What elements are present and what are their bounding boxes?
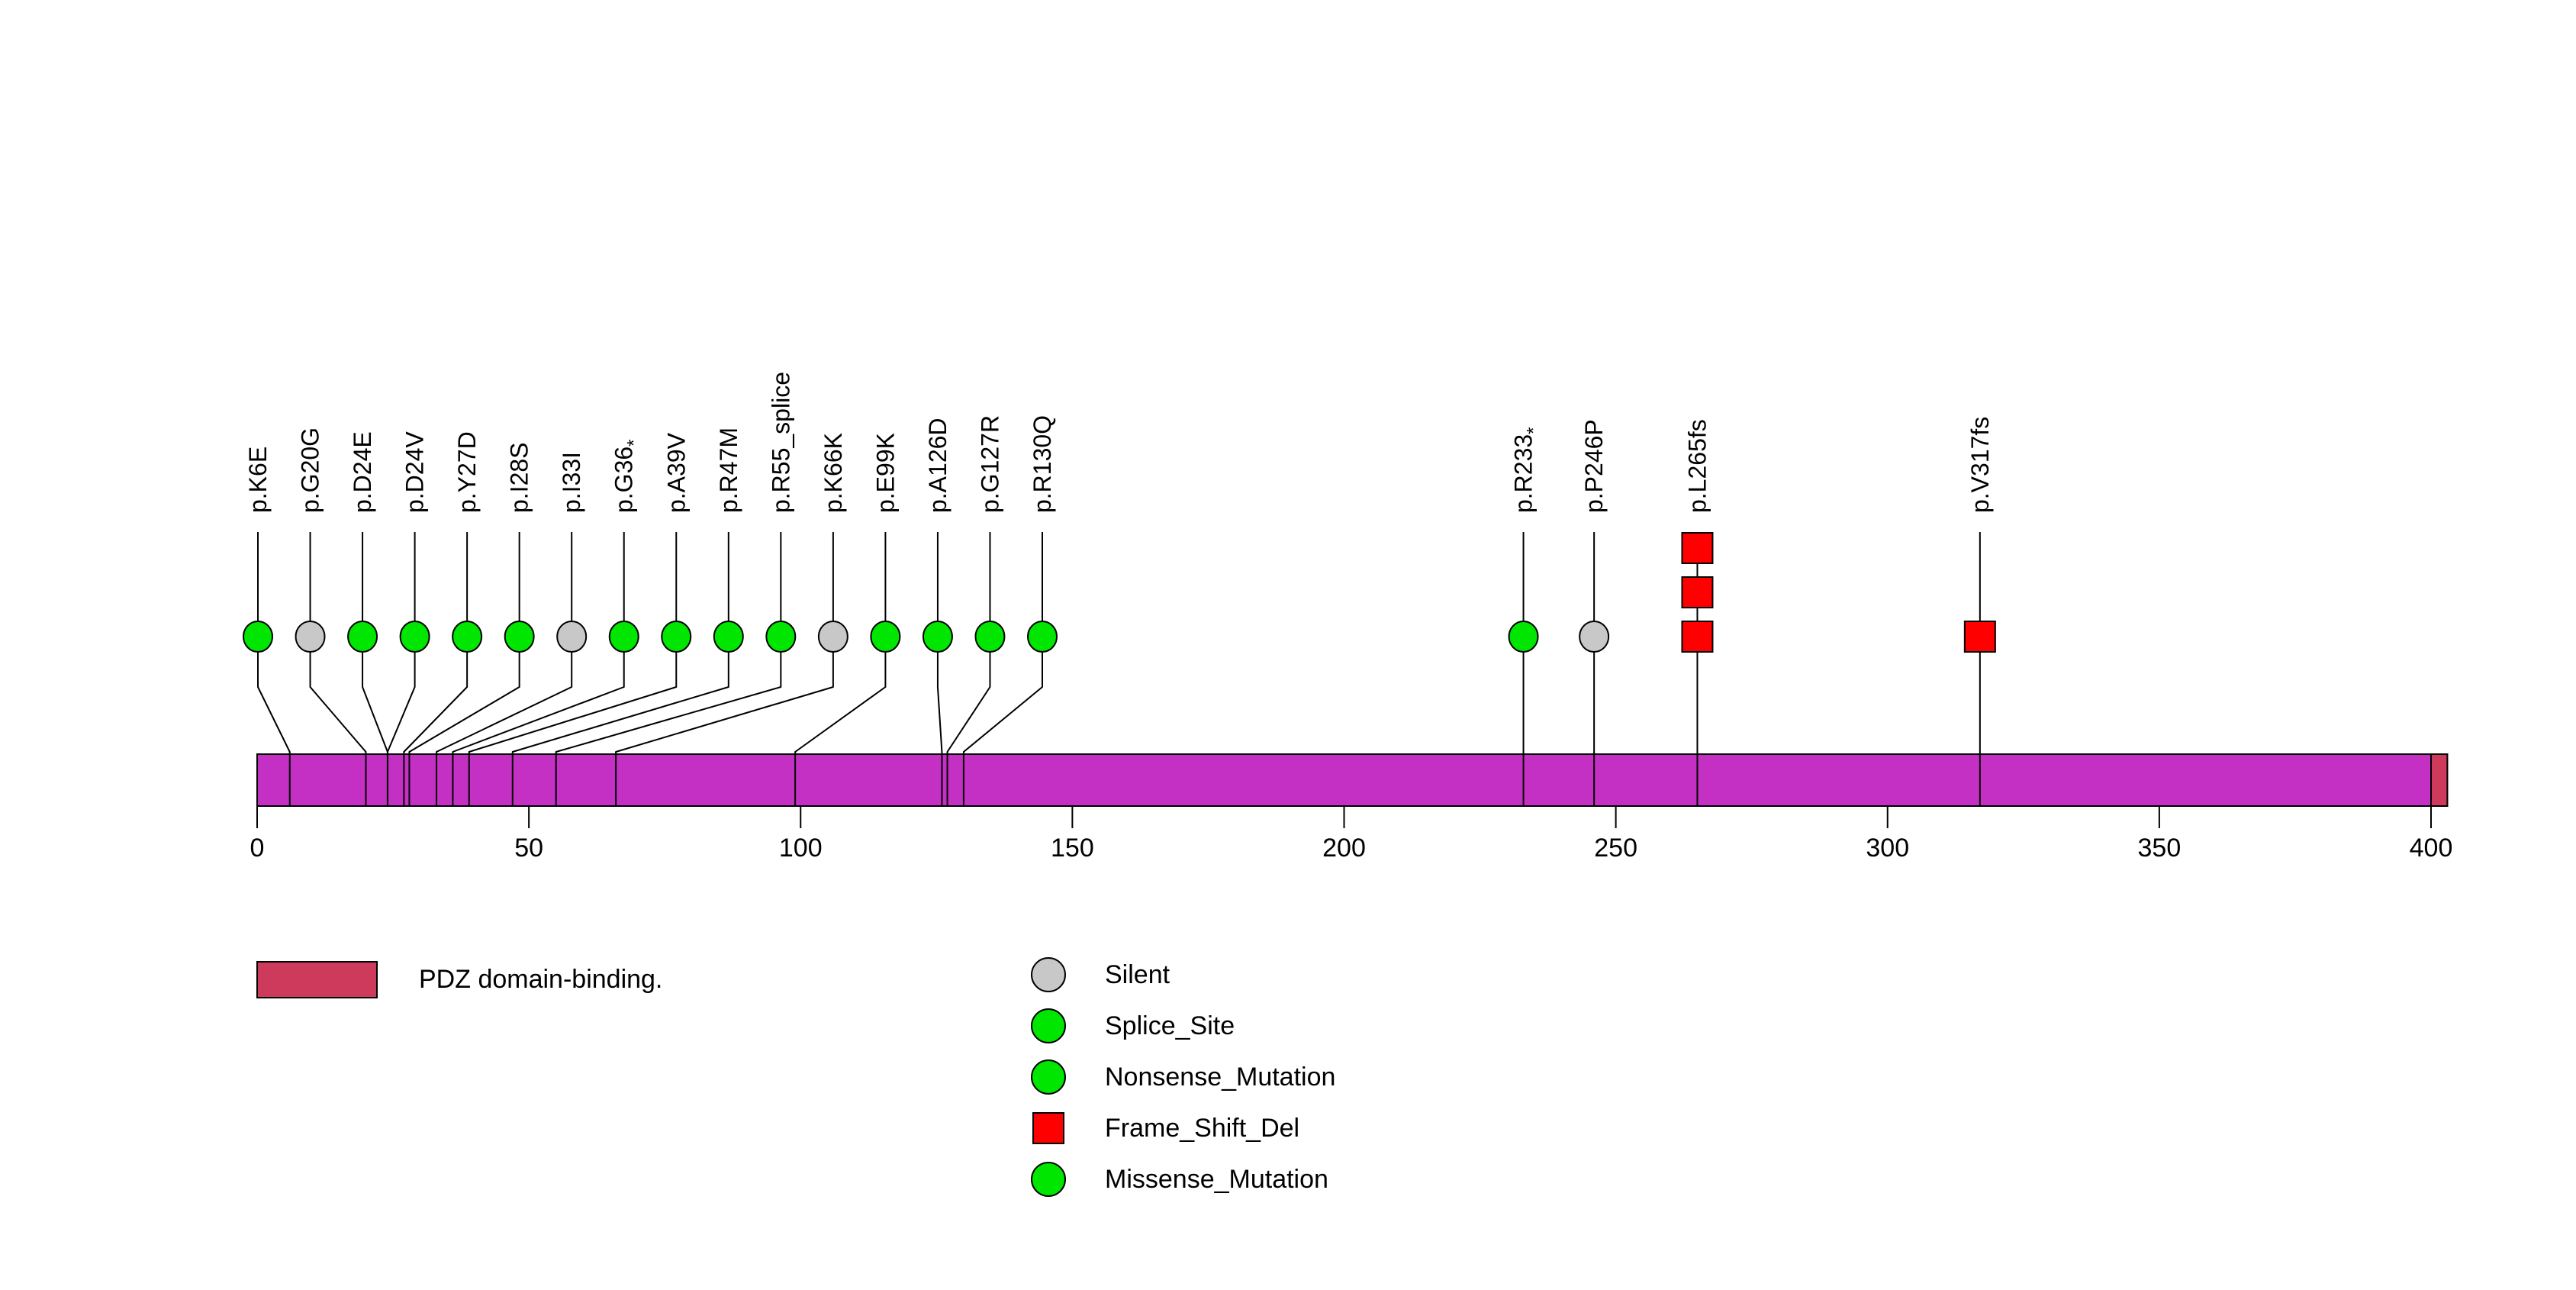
legend-item: Nonsense_Mutation	[1031, 1059, 1335, 1095]
legend-square-icon	[1031, 1111, 1066, 1146]
mutation-label: p.R130Q	[1029, 415, 1056, 513]
mutation-stem	[936, 532, 943, 806]
mutation-stem	[468, 532, 678, 806]
axis-tick-label: 50	[514, 834, 543, 863]
axis-tick-label: 250	[1594, 834, 1637, 863]
mutation-marker	[661, 621, 692, 653]
legend-item: Missense_Mutation	[1031, 1162, 1328, 1197]
mutation-marker	[1681, 532, 1714, 564]
axis-tick-label: 150	[1051, 834, 1094, 863]
mutation-label: p.A126D	[924, 418, 952, 513]
domain-legend: PDZ domain-binding.	[256, 961, 662, 998]
mutation-label: p.K6E	[244, 447, 272, 513]
axis-tick-label: 350	[2138, 834, 2182, 863]
mutation-marker	[1963, 621, 1996, 653]
axis-tick-label: 200	[1322, 834, 1366, 863]
axis-tick-label: 100	[779, 834, 823, 863]
mutation-label: p.A39V	[662, 432, 690, 513]
legend-circle-icon	[1031, 1059, 1066, 1095]
legend-item-label: Nonsense_Mutation	[1105, 1062, 1336, 1092]
mutation-stem	[408, 532, 520, 806]
mutation-marker	[295, 621, 326, 653]
mutation-label: p.D24V	[401, 431, 429, 513]
mutation-label: p.E99K	[871, 433, 899, 513]
domain-rect	[2430, 753, 2449, 807]
mutation-marker	[1579, 621, 1610, 653]
mutation-marker	[713, 621, 744, 653]
legend-circle-icon	[1031, 1008, 1066, 1043]
mutation-label: p.G20G	[297, 427, 324, 513]
protein-backbone	[256, 753, 2449, 807]
mutation-marker	[974, 621, 1006, 653]
mutation-marker	[243, 621, 273, 653]
mutation-label: p.G36*	[610, 439, 645, 513]
legend-marker	[1031, 957, 1066, 992]
mutation-marker	[399, 621, 430, 653]
legend-marker	[1031, 1162, 1066, 1197]
legend-circle-icon	[1031, 1162, 1066, 1197]
legend-circle-icon	[1031, 957, 1066, 992]
legend-item-label: Missense_Mutation	[1105, 1164, 1328, 1194]
mutation-marker	[817, 621, 848, 653]
mutation-label: p.K66K	[819, 433, 847, 513]
mutation-marker	[1681, 621, 1714, 653]
mutation-stem	[436, 532, 573, 806]
legend-item: Splice_Site	[1031, 1008, 1235, 1043]
axis-tick-label: 0	[250, 834, 265, 863]
mutation-label: p.R233*	[1510, 427, 1544, 513]
mutation-stem	[962, 532, 1043, 806]
mutation-marker	[922, 621, 953, 653]
mutation-stem	[452, 532, 625, 806]
mutation-stem	[615, 532, 834, 806]
mutation-stem	[257, 532, 291, 806]
legend-marker	[1031, 1008, 1066, 1043]
mutation-label: p.D24E	[349, 431, 376, 513]
mutation-marker	[765, 621, 797, 653]
legend-item: Frame_Shift_Del	[1031, 1111, 1299, 1146]
mutation-label: p.V317fs	[1966, 417, 1994, 513]
axis-tick-label: 400	[2410, 834, 2453, 863]
mutation-label: p.R47M	[715, 427, 742, 513]
legend-marker	[1032, 1112, 1064, 1144]
legend-item-label: Frame_Shift_Del	[1105, 1113, 1300, 1143]
mutation-stem	[309, 532, 367, 806]
mutation-marker	[870, 621, 901, 653]
mutation-label: p.Y27D	[453, 431, 481, 513]
legend-item: Silent	[1031, 957, 1170, 992]
mutation-label: p.L265fs	[1683, 419, 1711, 513]
legend-marker	[1031, 1059, 1066, 1095]
mutation-label: p.G127R	[976, 415, 1003, 513]
mutation-label: p.I33I	[558, 452, 585, 513]
mutation-stem	[386, 532, 416, 806]
mutation-stem	[511, 532, 729, 806]
mutation-label: p.I28S	[506, 442, 533, 513]
mutation-label: p.P246P	[1580, 419, 1608, 513]
mutation-marker	[1508, 621, 1539, 653]
mutation-marker	[556, 621, 588, 653]
axis-tick-label: 300	[1866, 834, 1909, 863]
legend-item-label: Splice_Site	[1105, 1011, 1235, 1040]
mutation-stem	[403, 532, 469, 806]
mutation-marker	[1681, 576, 1714, 608]
mutation-marker	[608, 621, 639, 653]
mutation-marker	[347, 621, 378, 653]
legend-item-label: Silent	[1105, 959, 1170, 989]
mutation-stem	[946, 532, 991, 806]
domain-swatch	[256, 961, 378, 998]
mutation-stem	[794, 532, 887, 806]
mutation-marker	[504, 621, 535, 653]
mutation-stem	[555, 532, 782, 806]
domain-legend-label: PDZ domain-binding.	[419, 965, 663, 994]
mutation-marker	[452, 621, 483, 653]
mutation-marker	[1027, 621, 1058, 653]
mutation-label: p.R55_splice	[767, 372, 794, 513]
